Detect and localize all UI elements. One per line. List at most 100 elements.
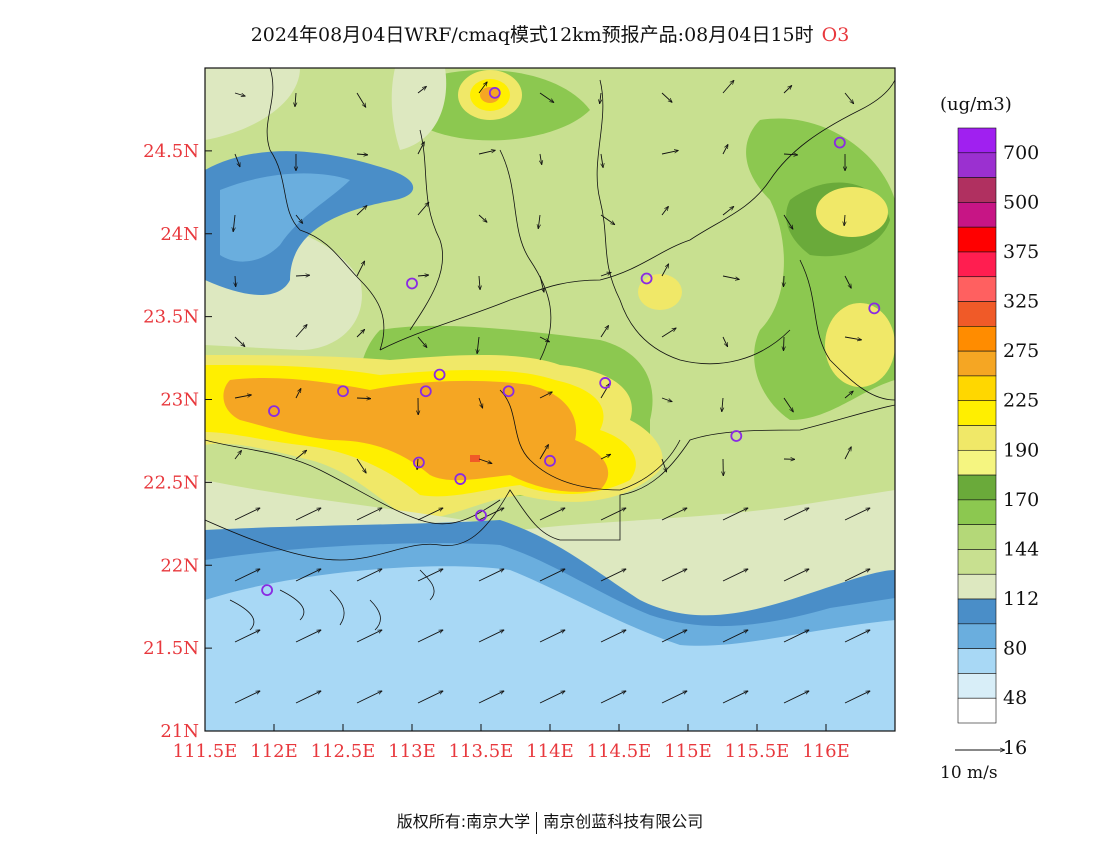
wind-arrow — [539, 392, 553, 399]
admin-boundary — [205, 439, 501, 525]
admin-boundary — [499, 149, 552, 361]
station-marker — [833, 136, 846, 149]
station-marker — [406, 277, 418, 290]
wind-arrow — [539, 444, 549, 460]
wind-arrow — [600, 92, 601, 104]
wind-arrow — [356, 507, 382, 521]
field-band-80-west — [205, 68, 300, 140]
legend-swatch — [957, 301, 997, 327]
legend-swatch — [957, 202, 997, 228]
wind-arrow — [601, 153, 603, 168]
legend-level-label: 80 — [1003, 638, 1027, 660]
wind-arrow — [356, 154, 368, 155]
legend-level-label: 275 — [1003, 340, 1039, 362]
wind-arrow — [233, 214, 235, 232]
wind-arrow — [356, 205, 367, 216]
wind-arrow — [356, 690, 382, 704]
legend-level-label: 16 — [1003, 737, 1027, 759]
wind-arrow — [478, 397, 483, 408]
legend-swatch — [957, 276, 997, 302]
wind-arrow — [844, 447, 851, 460]
wind-arrow — [234, 153, 241, 167]
admin-boundary — [799, 259, 895, 401]
wind-arrow — [661, 206, 669, 216]
wind-arrow — [661, 397, 672, 402]
wind-arrow — [539, 568, 565, 582]
wind-arrow — [600, 629, 626, 643]
wind-arrow — [540, 153, 542, 165]
axis-ticks: 111.5E 112E 112.5E 113E 113.5E 114E 114.5E 115E… — [143, 141, 850, 762]
copyright-owner: 版权所有:南京大学 — [396, 812, 531, 831]
copyright-company: 南京创蓝科技有限公司 — [543, 812, 704, 831]
concentration-field — [205, 68, 895, 731]
wind-arrow — [539, 507, 565, 521]
wind-arrow — [479, 275, 480, 290]
monitoring-stations — [261, 86, 881, 597]
wind-arrow — [295, 214, 303, 224]
wind-arrow — [783, 154, 798, 155]
wind-arrow — [661, 507, 687, 521]
wind-arrow — [235, 275, 236, 287]
lon-tick-label: 114E — [526, 741, 574, 762]
wind-arrow — [600, 214, 615, 225]
station-marker — [412, 456, 425, 469]
wind-arrow — [417, 629, 443, 643]
legend-swatch — [957, 524, 997, 550]
wind-arrow — [844, 275, 851, 288]
wind-arrow — [356, 458, 366, 473]
wind-arrow — [417, 142, 424, 155]
wind-arrow — [478, 214, 487, 222]
lon-tick-label: 115E — [664, 741, 712, 762]
wind-arrow — [844, 391, 853, 399]
station-marker — [454, 473, 467, 485]
footer-separator — [536, 811, 538, 834]
wind-arrow — [295, 450, 307, 460]
field-spot-ne — [816, 187, 888, 237]
wind-arrow — [478, 629, 504, 643]
lon-tick-label: 112.5E — [311, 741, 376, 762]
legend-swatch — [957, 573, 997, 600]
wind-arrow — [661, 264, 669, 277]
wind-arrow — [783, 336, 784, 351]
wind-arrow — [295, 690, 321, 704]
wind-arrow — [539, 629, 565, 643]
wind-arrow — [722, 629, 748, 643]
legend-swatch — [957, 350, 997, 377]
field-band-48-nw-inner — [220, 173, 350, 262]
wind-arrow — [783, 214, 793, 229]
legend-swatch — [957, 474, 997, 501]
admin-boundary — [499, 389, 681, 491]
legend-level-label: 170 — [1003, 489, 1039, 511]
legend-swatch — [957, 598, 997, 625]
lat-tick-label: 21N — [160, 721, 199, 742]
wind-arrow — [356, 261, 365, 277]
wind-arrow — [600, 272, 611, 277]
wind-arrow — [844, 214, 845, 226]
legend-swatch — [957, 127, 997, 154]
lon-tick-label: 111.5E — [173, 741, 238, 762]
wind-arrow — [417, 507, 443, 521]
wind-arrow — [295, 324, 307, 338]
wind-arrow — [722, 568, 748, 582]
lat-tick-label: 23.5N — [143, 307, 199, 328]
lon-tick-label: 113.5E — [449, 741, 514, 762]
lon-tick-label: 112E — [250, 741, 298, 762]
wind-arrow — [600, 453, 611, 460]
wind-arrow — [478, 82, 487, 94]
species-label: O3 — [821, 24, 850, 46]
station-marker — [268, 405, 280, 418]
wind-arrow — [478, 150, 496, 155]
wind-arrow — [600, 690, 626, 704]
lat-tick-label: 22.5N — [143, 472, 199, 493]
station-marker — [337, 385, 349, 398]
wind-vectors — [233, 80, 870, 704]
legend-swatch — [957, 648, 997, 674]
station-marker — [502, 385, 515, 398]
coastline — [205, 404, 895, 561]
legend-level-label: 325 — [1003, 291, 1039, 313]
lat-tick-label: 22N — [160, 555, 199, 576]
legend-colorbar — [957, 127, 997, 724]
legend-level-label: 375 — [1003, 241, 1039, 263]
wind-arrow — [417, 275, 429, 276]
